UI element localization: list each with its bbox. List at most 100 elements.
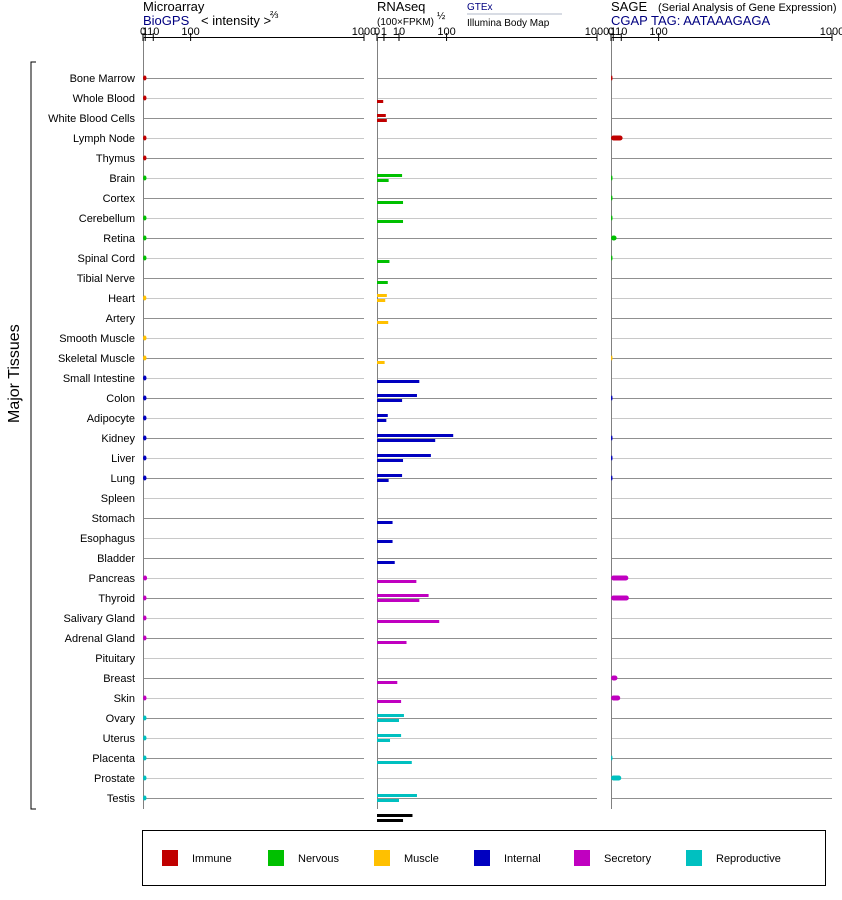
bar — [377, 681, 398, 684]
legend-label: Secretory — [604, 853, 652, 865]
tissue-label: Ovary — [106, 713, 136, 725]
tissue-label: Spleen — [101, 493, 135, 505]
bar — [611, 175, 613, 181]
bar — [377, 580, 417, 583]
tissue-label: Prostate — [94, 773, 135, 785]
bar — [143, 715, 147, 721]
bar — [143, 695, 147, 701]
tissue-label: Skin — [114, 693, 135, 705]
bar — [611, 475, 613, 481]
x-tick-label: 0 — [374, 26, 380, 38]
tissue-label: Artery — [106, 313, 136, 325]
tissue-label: Bone Marrow — [70, 73, 135, 85]
bar — [611, 595, 629, 601]
bar — [143, 155, 147, 161]
bar — [377, 719, 399, 722]
bar — [611, 755, 613, 761]
x-tick-label: 1 — [381, 26, 387, 38]
bar — [377, 641, 407, 644]
biogps-link[interactable]: BioGPS — [143, 13, 190, 28]
bar — [377, 299, 386, 302]
tissue-label: Spinal Cord — [78, 253, 135, 265]
tissue-label: Thymus — [96, 153, 136, 165]
bar — [611, 135, 623, 141]
x-tick-label: 1000 — [820, 26, 842, 38]
tissue-label: Tibial Nerve — [77, 273, 135, 285]
tissue-label: Retina — [103, 233, 136, 245]
x-tick-label: 1 — [142, 26, 148, 38]
bar — [377, 761, 412, 764]
bar — [377, 799, 399, 802]
bar — [377, 380, 420, 383]
bar — [377, 321, 389, 324]
legend-label: Muscle — [404, 853, 439, 865]
tissue-label: Smooth Muscle — [59, 333, 135, 345]
bar — [611, 235, 617, 241]
bar — [377, 594, 429, 597]
tissue-label: Salivary Gland — [63, 613, 135, 625]
bar — [611, 675, 618, 681]
bar — [377, 394, 417, 397]
legend: Immune Nervous Muscle Internal Secretory Repr… — [162, 850, 781, 866]
bar — [377, 739, 391, 742]
bar — [377, 281, 388, 284]
bar — [377, 100, 384, 103]
tissue-label: Placenta — [92, 753, 136, 765]
tissue-label: Cortex — [103, 193, 136, 205]
sage-tag-link[interactable]: CGAP TAG: AATAAAGAGA — [611, 13, 771, 28]
legend-swatch — [268, 850, 284, 866]
bar — [377, 794, 417, 797]
bar — [377, 439, 436, 442]
bar — [377, 479, 389, 482]
legend-label: Reproductive — [716, 853, 781, 865]
bar — [143, 375, 147, 381]
microarray-units: < intensity > — [201, 13, 271, 28]
tissue-label: Adipocyte — [87, 413, 135, 425]
bar — [143, 255, 147, 261]
bar — [377, 201, 404, 204]
bar — [143, 175, 147, 181]
bar — [377, 700, 402, 703]
x-tick-label: 1000 — [352, 26, 376, 38]
tissue-label: Lymph Node — [73, 133, 135, 145]
tissue-labels: Bone Marrow Whole Blood White Blood Cells L… — [48, 73, 136, 805]
bar — [143, 795, 147, 801]
bar — [377, 521, 393, 524]
bar — [143, 475, 147, 481]
bar — [143, 215, 147, 221]
legend-label: Internal — [504, 853, 541, 865]
legend-swatch — [474, 850, 490, 866]
bar — [611, 395, 613, 401]
bar — [143, 135, 147, 141]
tissue-label: Pituitary — [95, 653, 135, 665]
tissue-label: Adrenal Gland — [65, 633, 135, 645]
illumina-label: Illumina Body Map — [467, 18, 550, 29]
legend-box — [142, 830, 826, 886]
bar — [143, 615, 147, 621]
bar — [377, 361, 385, 364]
gtex-link[interactable]: GTEx — [467, 2, 493, 13]
bar — [611, 575, 629, 581]
x-tick-label: 10 — [147, 26, 159, 38]
bar — [377, 819, 404, 822]
bar — [143, 635, 147, 641]
bar — [143, 335, 147, 341]
tissue-label: Testis — [107, 793, 136, 805]
bar — [143, 755, 147, 761]
bar — [377, 399, 403, 402]
tissue-label: Cerebellum — [79, 213, 135, 225]
bar — [611, 195, 613, 201]
bar — [611, 435, 613, 441]
sage-subtitle: (Serial Analysis of Gene Expression) — [658, 2, 837, 14]
major-tissues-bracket — [30, 61, 36, 810]
bar — [143, 775, 147, 781]
x-tick-label: 100 — [181, 26, 199, 38]
bar — [377, 454, 431, 457]
legend-swatch — [574, 850, 590, 866]
x-tick-label: 10 — [615, 26, 627, 38]
rnaseq-units-exponent: ½ — [437, 11, 446, 22]
bar — [377, 119, 387, 122]
x-tick-label: 100 — [437, 26, 455, 38]
bar — [377, 734, 402, 737]
